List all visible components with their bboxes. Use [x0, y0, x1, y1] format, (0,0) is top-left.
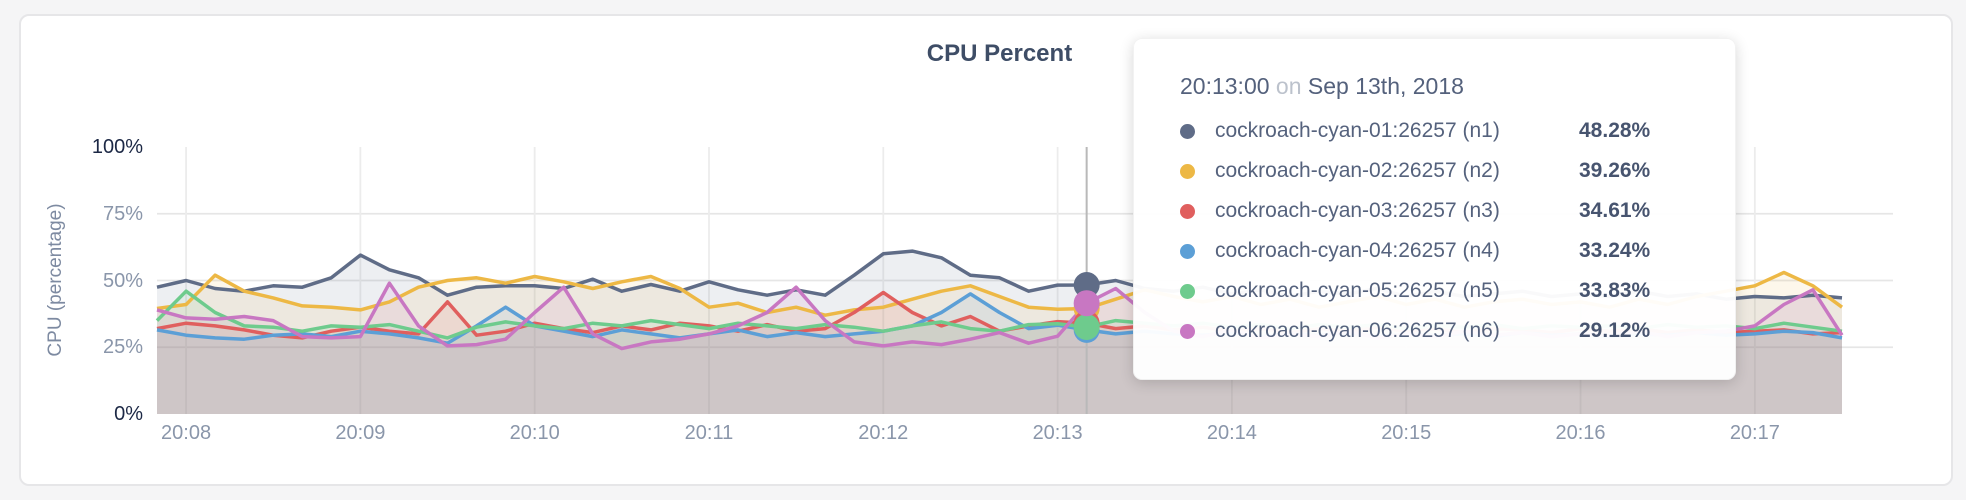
tooltip-value: 29.12%	[1579, 319, 1651, 342]
x-tick-label: 20:16	[1555, 422, 1606, 444]
tooltip-series-label: cockroach-cyan-05:26257 (n5)	[1215, 279, 1500, 302]
tooltip-series-label: cockroach-cyan-06:26257 (n6)	[1215, 319, 1500, 342]
series-area-n6	[157, 283, 1842, 414]
tooltip-value: 33.24%	[1579, 239, 1651, 262]
y-tick-label: 25%	[102, 336, 143, 359]
series-area-n3	[157, 292, 1842, 414]
y-tick-label: 0%	[114, 403, 143, 425]
y-tick-label: 100%	[91, 136, 143, 158]
tooltip-row: cockroach-cyan-05:26257 (n5) 33.83%	[1180, 271, 1705, 311]
tooltip-row: cockroach-cyan-01:26257 (n1) 48.28%	[1180, 111, 1705, 151]
x-tick-label: 20:08	[161, 422, 212, 444]
tooltip-rows: cockroach-cyan-01:26257 (n1) 48.28% cockro…	[1180, 111, 1705, 351]
chart-title: CPU Percent	[926, 40, 1073, 67]
x-tick-label: 20:14	[1206, 422, 1257, 444]
series-color-dot-icon	[1180, 123, 1195, 139]
tooltip-time: 20:13:00	[1180, 73, 1270, 99]
series-area-n4	[157, 293, 1842, 414]
series-area-n5	[157, 291, 1842, 414]
tooltip-series-label: cockroach-cyan-02:26257 (n2)	[1215, 159, 1500, 182]
tooltip-date: Sep 13th, 2018	[1307, 73, 1464, 99]
series-color-dot-icon	[1180, 243, 1195, 259]
tooltip-row: cockroach-cyan-03:26257 (n3) 34.61%	[1180, 191, 1705, 231]
y-tick-label: 75%	[102, 202, 143, 225]
hover-dot-n5	[1073, 313, 1100, 340]
hover-dot-n1	[1073, 272, 1100, 299]
hover-tooltip: 20:13:00 on Sep 13th, 2018 cockroach-cya…	[1133, 38, 1736, 380]
tooltip-row: cockroach-cyan-06:26257 (n6) 29.12%	[1180, 311, 1705, 351]
tooltip-value: 48.28%	[1579, 119, 1651, 142]
series-color-dot-icon	[1180, 163, 1195, 179]
tooltip-series-label: cockroach-cyan-04:26257 (n4)	[1215, 239, 1500, 262]
tooltip-series-label: cockroach-cyan-03:26257 (n3)	[1215, 199, 1500, 222]
hover-dot-n6	[1073, 290, 1100, 317]
x-tick-label: 20:09	[335, 422, 386, 444]
tooltip-row: cockroach-cyan-02:26257 (n2) 39.26%	[1180, 151, 1705, 191]
x-tick-label: 20:11	[684, 422, 734, 444]
series-color-dot-icon	[1180, 203, 1195, 219]
x-tick-label: 20:13	[1032, 422, 1083, 444]
x-tick-label: 20:15	[1381, 422, 1432, 444]
tooltip-title: 20:13:00 on Sep 13th, 2018	[1180, 73, 1705, 99]
tooltip-value: 33.83%	[1579, 279, 1651, 302]
x-tick-label: 20:10	[509, 422, 560, 444]
series-color-dot-icon	[1180, 283, 1195, 299]
tooltip-row: cockroach-cyan-04:26257 (n4) 33.24%	[1180, 231, 1705, 271]
tooltip-on-word: on	[1275, 73, 1302, 99]
x-tick-label: 20:17	[1729, 422, 1780, 444]
series-color-dot-icon	[1180, 323, 1195, 339]
tooltip-series-label: cockroach-cyan-01:26257 (n1)	[1215, 119, 1500, 142]
y-tick-label: 50%	[102, 269, 143, 292]
tooltip-value: 39.26%	[1579, 159, 1651, 182]
x-tick-label: 20:12	[858, 422, 909, 444]
tooltip-value: 34.61%	[1579, 199, 1651, 222]
